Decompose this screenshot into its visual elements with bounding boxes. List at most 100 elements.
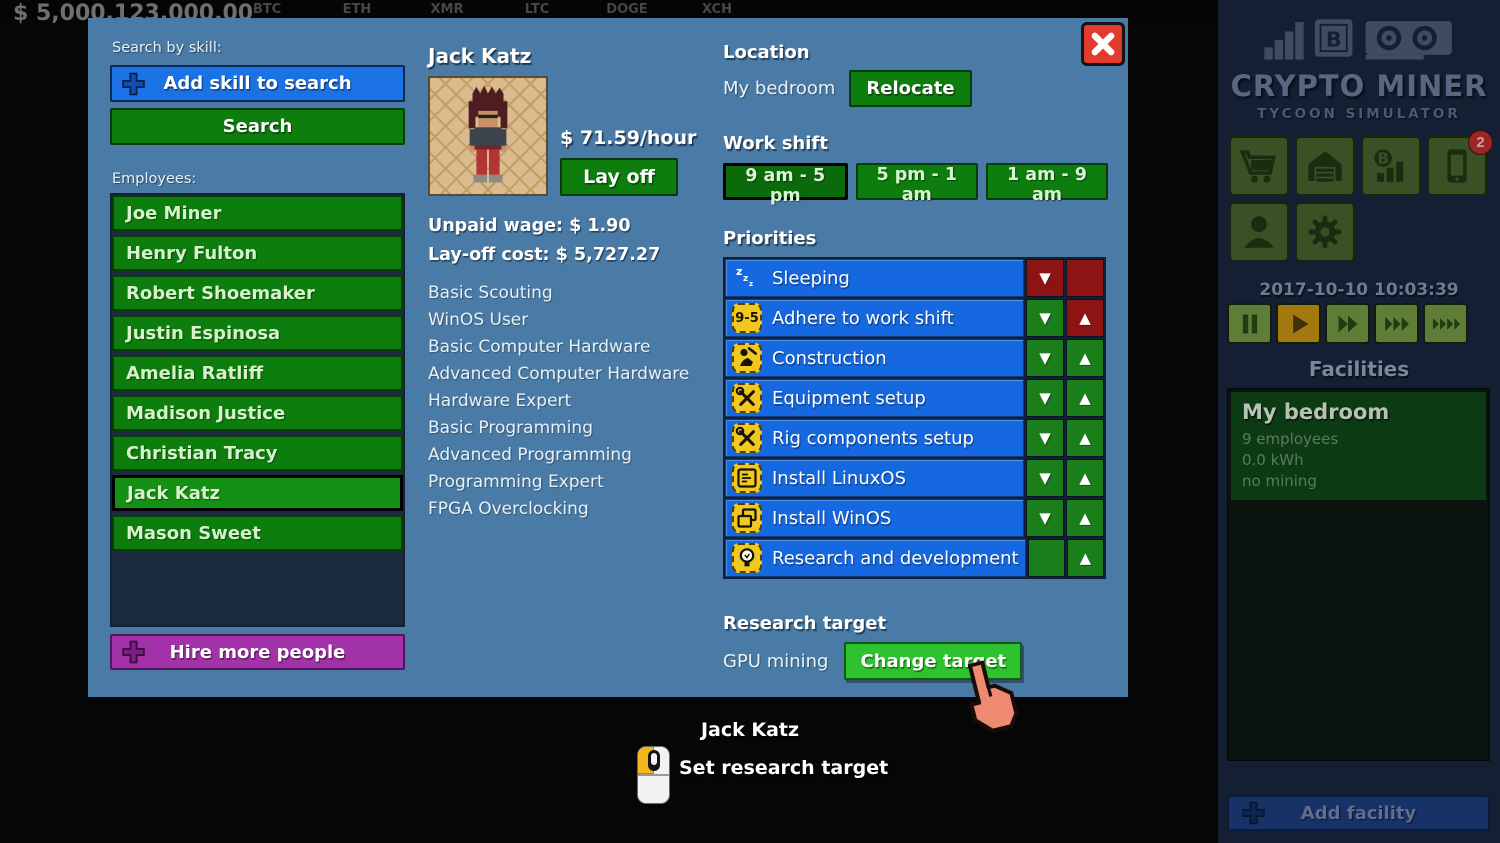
- priority-label-bar[interactable]: Rig components setup: [725, 419, 1024, 457]
- priority-move-up-button[interactable]: ▲: [1066, 299, 1104, 337]
- priority-label-bar[interactable]: Research and development: [725, 539, 1026, 577]
- bulb-icon: [732, 543, 762, 573]
- pause-button[interactable]: [1227, 303, 1272, 344]
- priority-move-up-button[interactable]: ▲: [1066, 419, 1104, 457]
- priority-row: Research and development ▲: [725, 539, 1104, 577]
- skill-item: Programming Expert: [428, 472, 604, 492]
- speed-3x-button[interactable]: [1374, 303, 1419, 344]
- svg-text:B: B: [1326, 27, 1342, 51]
- speed-4x-button[interactable]: [1423, 303, 1468, 344]
- work-shift-button[interactable]: 1 am - 9 am: [986, 163, 1108, 205]
- priority-name: Research and development: [772, 547, 1019, 569]
- employee-item[interactable]: Christian Tracy: [112, 435, 403, 471]
- priority-row: Install LinuxOS ▼ ▲: [725, 459, 1104, 497]
- priority-name: Sleeping: [772, 267, 850, 289]
- top-bar: [0, 0, 1218, 18]
- employee-detail-column: Jack Katz: [428, 44, 718, 523]
- work-shift-button[interactable]: 9 am - 5 pm: [723, 163, 848, 206]
- crypto-miner-logo-icon: B: [1264, 19, 1452, 60]
- phone-button[interactable]: 2: [1427, 130, 1493, 196]
- facility-card[interactable]: My bedroom 9 employees 0.0 kWh no mining: [1231, 392, 1486, 500]
- construction-icon: [732, 343, 762, 373]
- priority-move-down-button[interactable]: ▼: [1026, 499, 1064, 537]
- add-facility-label: Add facility: [1300, 802, 1417, 824]
- shop-button[interactable]: [1229, 136, 1289, 196]
- person-icon: [1244, 216, 1274, 248]
- priority-move-down-button[interactable]: ▼: [1026, 259, 1064, 297]
- add-skill-button[interactable]: Add skill to search: [110, 65, 405, 102]
- pause-icon: [1242, 314, 1257, 333]
- layoff-cost: Lay-off cost: $ 5,727.27: [428, 245, 661, 265]
- lay-off-button[interactable]: Lay off: [560, 158, 678, 196]
- speed-2x-button[interactable]: [1325, 303, 1370, 344]
- priority-move-down-button[interactable]: ▼: [1026, 379, 1064, 417]
- employee-item[interactable]: Amelia Ratliff: [112, 355, 403, 391]
- employees-button[interactable]: [1229, 202, 1289, 262]
- priority-move-down-button[interactable]: ▼: [1026, 299, 1064, 337]
- priority-move-down-button[interactable]: [1027, 539, 1065, 577]
- employee-item[interactable]: Jack Katz: [112, 475, 403, 511]
- employee-item[interactable]: Joe Miner: [112, 195, 403, 231]
- skill-item: Hardware Expert: [428, 391, 572, 411]
- hire-more-button[interactable]: Hire more people: [110, 634, 405, 670]
- priority-move-down-button[interactable]: ▼: [1026, 339, 1064, 377]
- mouse-left-click-icon: [637, 746, 670, 804]
- plus-icon: [1242, 801, 1265, 825]
- priority-row: 9-5 Adhere to work shift ▼ ▲: [725, 299, 1104, 337]
- priority-move-up-button[interactable]: ▲: [1066, 379, 1104, 417]
- tooltip-action-text: Set research target: [679, 757, 889, 779]
- priority-name: Adhere to work shift: [772, 307, 954, 329]
- priority-move-down-button[interactable]: ▼: [1026, 459, 1064, 497]
- change-target-button[interactable]: Change target: [844, 642, 1023, 680]
- priority-label-bar[interactable]: Install LinuxOS: [725, 459, 1024, 497]
- stats-button[interactable]: B: [1361, 136, 1421, 196]
- work-shift-label: Work shift: [723, 133, 828, 154]
- ticker-symbol: XMR: [430, 2, 464, 17]
- fast-forward-3-icon: [1384, 316, 1409, 331]
- fast-forward-2-icon: [1338, 315, 1357, 332]
- skill-item: Advanced Programming: [428, 445, 632, 465]
- facility-mining: no mining: [1242, 472, 1317, 490]
- close-icon: [1091, 32, 1115, 56]
- employee-item[interactable]: Robert Shoemaker: [112, 275, 403, 311]
- facility-employees: 9 employees: [1242, 430, 1339, 448]
- garage-button[interactable]: [1295, 136, 1355, 196]
- research-target-label: Research target: [723, 613, 887, 634]
- game-logo: B CRYPTO MINER TYCOON SIMULATOR: [1218, 8, 1500, 122]
- priority-move-down-button[interactable]: ▼: [1026, 419, 1064, 457]
- priority-label-bar[interactable]: Equipment setup: [725, 379, 1024, 417]
- skill-item: Advanced Computer Hardware: [428, 364, 690, 384]
- play-button[interactable]: [1276, 303, 1321, 344]
- skill-item: FPGA Overclocking: [428, 499, 589, 519]
- tools-icon: [732, 423, 762, 453]
- priority-move-up-button[interactable]: ▲: [1066, 539, 1104, 577]
- employee-portrait: [428, 76, 548, 196]
- search-button[interactable]: Search: [110, 108, 405, 145]
- priority-move-up-button[interactable]: ▲: [1066, 339, 1104, 377]
- garage-icon: [1308, 151, 1342, 182]
- priority-move-up-button[interactable]: [1066, 259, 1104, 297]
- work-shift-button[interactable]: 5 pm - 1 am: [855, 163, 979, 205]
- employee-item[interactable]: Justin Espinosa: [112, 315, 403, 351]
- employee-item[interactable]: Madison Justice: [112, 395, 403, 431]
- settings-button[interactable]: [1295, 202, 1355, 262]
- employee-item[interactable]: Mason Sweet: [112, 515, 403, 551]
- hourly-wage: $ 71.59/hour: [560, 127, 697, 149]
- priority-label-bar[interactable]: Install WinOS: [725, 499, 1024, 537]
- priority-label-bar[interactable]: Construction: [725, 339, 1024, 377]
- priority-move-up-button[interactable]: ▲: [1066, 499, 1104, 537]
- relocate-button[interactable]: Relocate: [849, 70, 972, 107]
- sidebar-nav: B 2: [1226, 130, 1494, 265]
- unpaid-wage: Unpaid wage: $ 1.90: [428, 216, 631, 236]
- priority-name: Construction: [772, 347, 887, 369]
- priority-move-up-button[interactable]: ▲: [1066, 459, 1104, 497]
- add-facility-button[interactable]: Add facility: [1227, 795, 1490, 831]
- priority-name: Install LinuxOS: [772, 467, 906, 489]
- employee-item[interactable]: Henry Fulton: [112, 235, 403, 271]
- close-button[interactable]: [1081, 22, 1125, 66]
- priority-label-bar[interactable]: 9-5 Adhere to work shift: [725, 299, 1024, 337]
